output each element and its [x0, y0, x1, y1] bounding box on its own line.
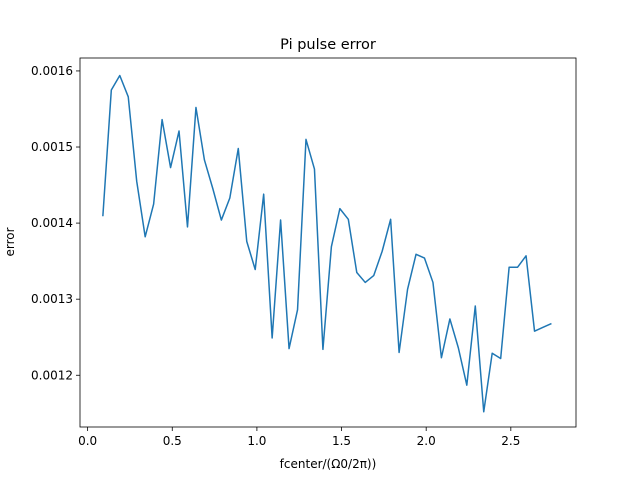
- x-tick-label: 0.0: [78, 434, 97, 448]
- y-axis: 0.0012 0.0013 0.0014 0.0015 0.0016: [31, 64, 80, 382]
- x-tick-label: 1.5: [332, 434, 351, 448]
- plot-area: [80, 58, 576, 427]
- y-tick-label: 0.0016: [31, 64, 73, 78]
- y-tick-label: 0.0015: [31, 140, 73, 154]
- plot-frame: [79, 57, 577, 428]
- x-tick-label: 2.5: [501, 434, 520, 448]
- y-tick-label: 0.0014: [31, 216, 73, 230]
- x-tick-label: 0.5: [163, 434, 182, 448]
- x-axis-label: fcenter/(Ω0/2π)): [280, 457, 377, 471]
- y-tick-label: 0.0013: [31, 292, 73, 306]
- series-line: [102, 74, 552, 413]
- y-axis-label: error: [3, 227, 17, 256]
- x-axis: 0.0 0.5 1.0 1.5 2.0 2.5: [78, 427, 520, 448]
- x-tick-label: 2.0: [417, 434, 436, 448]
- x-tick-label: 1.0: [247, 434, 266, 448]
- y-tick-label: 0.0012: [31, 368, 73, 382]
- chart-title: Pi pulse error: [280, 37, 376, 53]
